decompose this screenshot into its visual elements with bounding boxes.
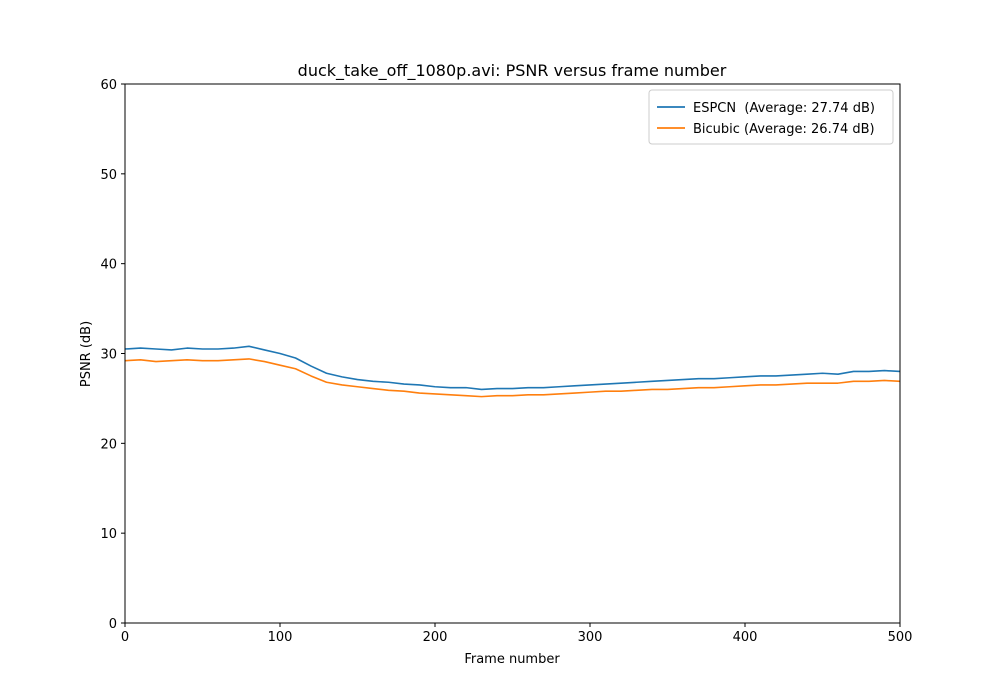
y-tick-label: 40 xyxy=(100,258,117,273)
y-tick-label: 50 xyxy=(100,168,117,183)
legend-label-0: ESPCN (Average: 27.74 dB) xyxy=(693,101,875,116)
x-axis-label: Frame number xyxy=(464,652,560,667)
x-tick-label: 300 xyxy=(578,630,603,645)
x-tick-label: 400 xyxy=(733,630,758,645)
x-tick-label: 0 xyxy=(121,630,129,645)
legend: ESPCN (Average: 27.74 dB) Bicubic (Averag… xyxy=(648,89,894,145)
series-line-0 xyxy=(124,345,901,391)
x-tick-label: 100 xyxy=(268,630,293,645)
series-line-1 xyxy=(124,358,901,398)
y-tick-label: 10 xyxy=(100,527,117,542)
legend-label-1: Bicubic (Average: 26.74 dB) xyxy=(693,122,875,137)
y-tick-label: 30 xyxy=(100,348,117,363)
y-axis-label: PSNR (dB) xyxy=(79,321,94,387)
y-tick-label: 20 xyxy=(100,437,117,452)
legend-box xyxy=(648,89,894,145)
x-tick-label: 200 xyxy=(423,630,448,645)
x-tick-label: 500 xyxy=(888,630,913,645)
chart-title: duck_take_off_1080p.avi: PSNR versus fra… xyxy=(298,61,727,81)
y-tick-label: 60 xyxy=(100,78,117,93)
y-tick-label: 0 xyxy=(109,617,117,632)
